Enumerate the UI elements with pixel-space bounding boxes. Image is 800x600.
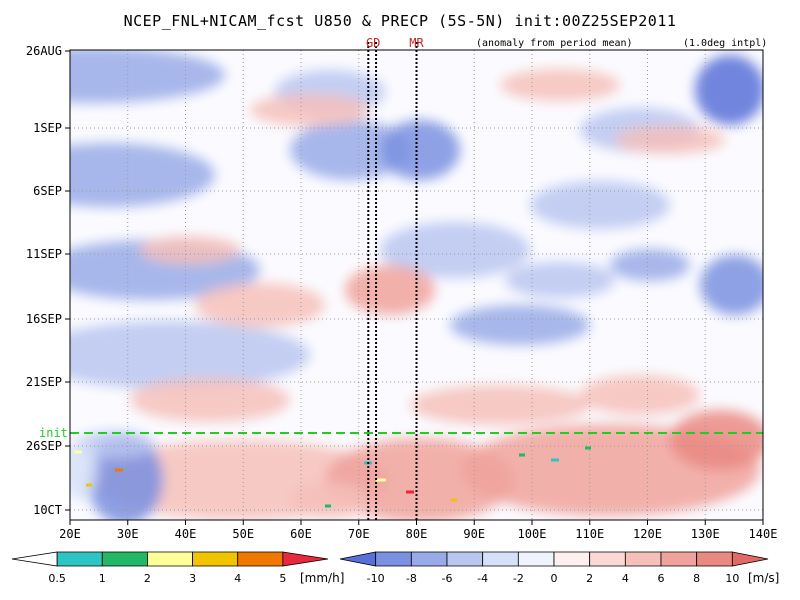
x-tick-label: 100E [518, 527, 547, 541]
precip-cell [551, 459, 559, 462]
u850-anomaly-blob [195, 283, 325, 327]
colorbar-tick-label: 3 [189, 572, 196, 585]
colorbar-swatch [411, 552, 447, 566]
colorbar-swatch [238, 552, 283, 566]
colorbar-tick-label: 0 [551, 572, 558, 585]
y-tick-label: 10CT [33, 503, 62, 517]
colorbar-tick-label: 2 [586, 572, 593, 585]
u850-colorbar: -10 -8 -6 -4 -2 0 2 4 6 8 10 [m/s] [340, 552, 779, 585]
x-tick-label: 30E [117, 527, 139, 541]
y-tick-label: 6SEP [33, 184, 62, 198]
colorbar-tick-label: 8 [693, 572, 700, 585]
u850-anomaly-blob [450, 305, 590, 345]
y-tick-label: 1SEP [33, 121, 62, 135]
u850-anomaly-blob [530, 181, 670, 229]
u850-anomaly-blob [580, 375, 700, 415]
colorbar-swatch [590, 552, 626, 566]
colorbar-tick-label: -4 [477, 572, 488, 585]
x-tick-label: 60E [290, 527, 312, 541]
x-tick-label: 140E [749, 527, 778, 541]
precip-cell [74, 451, 82, 454]
colorbar-tick-label: 5 [279, 572, 286, 585]
y-tick-label: 26AUG [26, 44, 62, 58]
precip-cell [451, 499, 457, 502]
colorbar-swatch [518, 552, 554, 566]
x-tick-label: 110E [575, 527, 604, 541]
x-tick-label: 120E [633, 527, 662, 541]
reference-label: GD [366, 36, 380, 50]
u850-anomaly-blob [410, 385, 590, 425]
x-tick-label: 50E [232, 527, 254, 541]
colorbar-unit: [mm/h] [300, 571, 344, 585]
colorbar-swatch [483, 552, 519, 566]
colorbar-tick-label: 4 [234, 572, 241, 585]
precip-cell [115, 469, 123, 472]
precip-cell [376, 479, 386, 482]
precip-cell [325, 505, 331, 508]
y-axis: 26AUG 1SEP 6SEP 11SEP 16SEP 21SEP 26SEP 10CT [26, 44, 70, 517]
colorbar-swatch [732, 552, 768, 566]
precip-cell [86, 484, 92, 487]
x-tick-label: 130E [691, 527, 720, 541]
precip-cell [519, 454, 525, 457]
colorbar-tick-label: 4 [622, 572, 629, 585]
colorbar-swatch [57, 552, 102, 566]
colorbar-tick-label: 6 [658, 572, 665, 585]
precip-colorbar: 0.5 1 2 3 4 5 [mm/h] [12, 552, 344, 585]
x-tick-label: 70E [348, 527, 370, 541]
u850-anomaly-blob [500, 69, 620, 101]
y-tick-label: 11SEP [26, 247, 62, 261]
reference-label: MR [409, 36, 424, 50]
u850-anomaly-blob [700, 255, 770, 315]
u850-anomaly-blob [30, 321, 310, 389]
colorbar-swatch [102, 552, 147, 566]
u850-anomaly-blob [250, 94, 370, 126]
init-label: init [39, 426, 68, 440]
colorbar-tick-label: 1 [99, 572, 106, 585]
colorbar-swatch [697, 552, 733, 566]
u850-anomaly-blob [670, 410, 770, 470]
colorbar-swatch [447, 552, 483, 566]
y-tick-label: 26SEP [26, 439, 62, 453]
colorbar-tick-label: -6 [442, 572, 453, 585]
colorbar-swatch [625, 552, 661, 566]
colorbar-tick-label: -2 [513, 572, 524, 585]
colorbar-swatch [340, 552, 376, 566]
x-tick-label: 20E [59, 527, 81, 541]
colorbar-tick-label: 0.5 [48, 572, 66, 585]
u850-anomaly-blob [615, 126, 725, 154]
u850-anomaly-blob [130, 378, 290, 422]
precip-cell [406, 491, 414, 494]
x-axis: 20E 30E 40E 50E 60E 70E 80E 90E 100E 110E 120E 130E… [59, 520, 777, 541]
colorbar-swatch [283, 552, 328, 566]
colorbar-swatch [147, 552, 192, 566]
colorbar-swatch [12, 552, 57, 566]
colorbar-swatch [376, 552, 412, 566]
y-tick-label: 16SEP [26, 312, 62, 326]
x-tick-label: 90E [463, 527, 485, 541]
colorbar-unit: [m/s] [748, 571, 779, 585]
x-tick-label: 80E [406, 527, 428, 541]
u850-anomaly-blob [505, 262, 615, 298]
u850-anomaly-blob [290, 482, 370, 518]
colorbar-tick-label: -10 [367, 572, 385, 585]
u850-anomaly-blob [380, 120, 460, 180]
y-tick-label: 21SEP [26, 375, 62, 389]
u850-anomaly-blob [62, 440, 98, 500]
colorbar-tick-label: 2 [144, 572, 151, 585]
colorbar-swatch [193, 552, 238, 566]
colorbar-tick-label: -8 [406, 572, 417, 585]
plot-area: GD MR init 20E 30E 40E 50E 60E 70E 80E 90E 100E 110… [0, 36, 777, 541]
x-tick-label: 40E [175, 527, 197, 541]
colorbar-swatch [661, 552, 697, 566]
u850-anomaly-blob [140, 236, 240, 264]
colorbar-tick-label: 10 [725, 572, 739, 585]
colorbar-swatch [554, 552, 590, 566]
